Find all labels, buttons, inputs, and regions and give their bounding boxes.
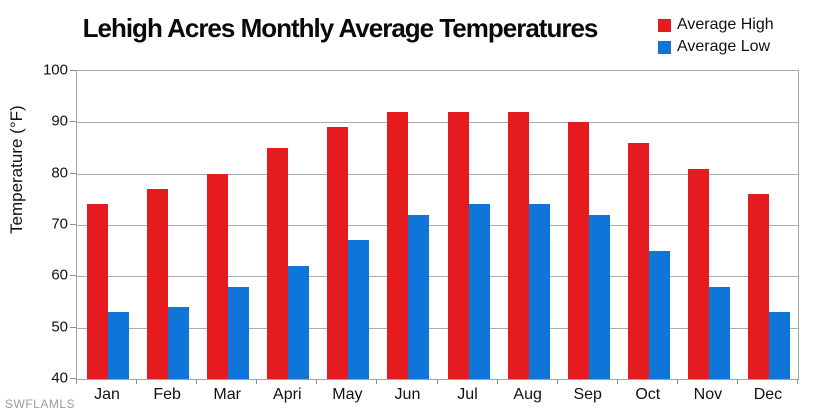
bar-low-may — [348, 240, 370, 379]
y-tick-mark-90 — [70, 121, 76, 123]
y-tick-label-90: 90 — [51, 112, 68, 130]
x-tick-label-sep: Sep — [573, 386, 602, 403]
bar-high-jun — [387, 112, 409, 379]
x-tick-mark-6 — [437, 379, 438, 384]
bar-high-mar — [207, 173, 229, 379]
bar-high-oct — [627, 142, 649, 379]
x-tick-mark-0 — [76, 379, 77, 384]
gridline-90 — [77, 122, 798, 124]
y-tick-mark-40 — [70, 378, 76, 379]
gridline-50 — [77, 327, 798, 329]
bar-high-dec — [747, 194, 769, 379]
y-tick-label-60: 60 — [51, 266, 68, 284]
x-tick-mark-2 — [196, 379, 197, 384]
bar-high-jul — [447, 112, 469, 379]
gridline-60 — [77, 276, 798, 278]
x-tick-label-may: May — [332, 386, 363, 403]
bar-low-jun — [408, 214, 430, 379]
x-tick-label-apri: Apri — [273, 386, 302, 403]
gridline-80 — [77, 173, 798, 175]
x-tick-mark-7 — [497, 379, 498, 384]
bar-high-nov — [687, 168, 709, 379]
bar-low-apri — [288, 266, 310, 379]
chart-title: Lehigh Acres Monthly Average Temperature… — [82, 13, 599, 43]
x-tick-label-nov: Nov — [693, 386, 723, 403]
legend-swatch-low-icon — [658, 40, 671, 54]
y-tick-mark-70 — [70, 224, 76, 225]
bar-low-oct — [648, 250, 670, 379]
gridline-70 — [77, 225, 798, 226]
bar-high-aug — [507, 112, 529, 379]
legend-label-high: Average High — [677, 16, 774, 33]
x-tick-mark-8 — [557, 379, 558, 384]
x-tick-mark-4 — [316, 379, 317, 384]
bar-low-feb — [168, 307, 190, 379]
bar-low-aug — [528, 204, 550, 379]
y-tick-label-100: 100 — [42, 61, 68, 79]
x-tick-mark-12 — [797, 379, 798, 384]
x-tick-label-jan: Jan — [94, 386, 120, 403]
y-tick-mark-80 — [70, 172, 76, 174]
x-tick-mark-10 — [677, 379, 678, 384]
bar-high-jan — [87, 204, 108, 379]
legend-item-average-high: Average High — [658, 16, 774, 34]
legend-label-low: Average Low — [677, 38, 771, 55]
x-tick-mark-11 — [737, 379, 738, 384]
x-tick-label-dec: Dec — [753, 386, 783, 403]
x-tick-label-feb: Feb — [153, 386, 181, 403]
bar-high-apri — [267, 148, 289, 379]
bar-high-sep — [567, 122, 589, 379]
y-tick-label-80: 80 — [51, 164, 68, 182]
bar-low-mar — [228, 286, 250, 379]
x-tick-label-jun: Jun — [394, 386, 421, 403]
bar-low-jan — [108, 312, 129, 379]
y-tick-label-50: 50 — [51, 318, 68, 336]
y-tick-mark-60 — [70, 275, 76, 277]
x-tick-label-oct: Oct — [635, 386, 661, 403]
plot-area — [76, 70, 799, 380]
bar-high-feb — [147, 189, 169, 379]
y-tick-label-40: 40 — [51, 369, 68, 387]
y-tick-mark-100 — [70, 70, 76, 71]
bar-low-dec — [768, 312, 790, 379]
bar-low-jul — [468, 204, 490, 379]
x-tick-label-jul: Jul — [457, 386, 478, 403]
x-tick-mark-1 — [136, 379, 137, 384]
bar-low-nov — [708, 286, 730, 379]
watermark: SWFLAMLS — [5, 397, 76, 411]
bar-high-may — [327, 127, 349, 379]
x-tick-label-aug: Aug — [513, 386, 542, 403]
x-tick-mark-5 — [376, 379, 377, 384]
legend-item-average-low: Average Low — [658, 38, 774, 56]
x-tick-label-mar: Mar — [213, 386, 241, 403]
legend: Average High Average Low — [658, 16, 774, 56]
x-tick-mark-9 — [617, 379, 618, 384]
y-tick-mark-50 — [70, 326, 76, 328]
y-tick-label-70: 70 — [51, 215, 68, 233]
x-tick-mark-3 — [256, 379, 257, 384]
bar-low-sep — [588, 214, 610, 379]
legend-swatch-high-icon — [658, 18, 671, 32]
